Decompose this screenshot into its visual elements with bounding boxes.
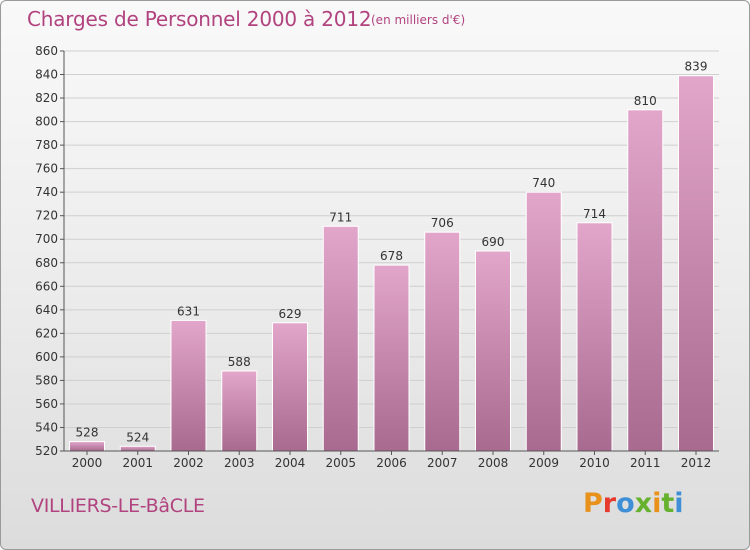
value-label-2012: 839 <box>685 60 708 74</box>
chart-subtitle: (en milliers d'€) <box>371 13 466 27</box>
y-tick-label: 740 <box>35 185 58 199</box>
value-label-2007: 706 <box>431 216 454 230</box>
y-tick-label: 860 <box>35 44 58 58</box>
logo-letter: r <box>602 488 617 519</box>
bar-2012 <box>678 75 714 452</box>
logo-letter: x <box>634 488 653 519</box>
x-axis-ticks: 2000 2001 2002 2003 2004 2005 2006 2007 2008 2009… <box>64 450 719 470</box>
value-label-2003: 588 <box>228 355 251 369</box>
x-tick-label: 2002 <box>173 456 204 470</box>
y-tick-label: 680 <box>35 256 58 270</box>
y-tick-label: 780 <box>35 138 58 152</box>
logo-letter: P <box>583 488 603 519</box>
proxiti-logo: Proxiti <box>583 488 684 519</box>
value-label-2005: 711 <box>329 210 352 224</box>
x-tick-label: 2006 <box>376 456 407 470</box>
bar-2004 <box>272 322 308 452</box>
value-label-2004: 629 <box>279 307 302 321</box>
value-label-2008: 690 <box>482 235 505 249</box>
logo-letter: t <box>661 488 675 519</box>
bar-2002 <box>170 319 207 452</box>
x-tick-label: 2007 <box>427 456 458 470</box>
x-tick-label: 2003 <box>224 456 255 470</box>
y-tick-label: 820 <box>35 91 58 105</box>
value-label-2002: 631 <box>177 304 200 318</box>
y-axis-ticks: 520 540 560 580 600 620 640 660 680 700 720 740 760 7… <box>35 44 65 458</box>
y-tick-label: 700 <box>35 232 58 246</box>
y-tick-label: 600 <box>35 350 58 364</box>
y-tick-label: 840 <box>35 68 58 82</box>
y-tick-label: 800 <box>35 115 58 129</box>
x-tick-label: 2005 <box>325 456 356 470</box>
y-tick-label: 760 <box>35 162 58 176</box>
y-tick-label: 640 <box>35 303 58 317</box>
x-tick-label: 2009 <box>528 456 559 470</box>
x-tick-label: 2012 <box>681 456 712 470</box>
logo-letter: i <box>674 488 684 519</box>
value-label-2001: 524 <box>126 430 149 444</box>
bar-2000 <box>69 441 105 452</box>
value-label-2010: 714 <box>583 207 606 221</box>
bar-2008 <box>475 250 511 452</box>
y-tick-label: 540 <box>35 420 58 434</box>
y-tick-label: 720 <box>35 209 58 223</box>
value-label-2006: 678 <box>380 249 403 263</box>
x-tick-label: 2004 <box>275 456 306 470</box>
bar-2011 <box>627 109 664 452</box>
logo-letter: i <box>652 488 662 519</box>
value-label-2009: 740 <box>532 176 555 190</box>
y-tick-label: 660 <box>35 279 58 293</box>
bar-2010 <box>576 222 613 452</box>
y-tick-label: 520 <box>35 444 58 458</box>
value-label-2011: 810 <box>634 94 657 108</box>
bar-2001 <box>119 445 156 452</box>
logo-letter: o <box>616 488 635 519</box>
y-tick-label: 560 <box>35 397 58 411</box>
commune-name: VILLIERS-LE-BâCLE <box>31 495 205 517</box>
x-tick-label: 2000 <box>72 456 103 470</box>
bar-2003 <box>221 370 258 452</box>
bar-2005 <box>322 225 359 452</box>
bar-2009 <box>525 191 562 452</box>
value-label-2000: 528 <box>76 426 99 440</box>
bars: 528 524 631 588 629 711 678 706 690 740 714 810 839 <box>69 60 714 452</box>
x-tick-label: 2008 <box>478 456 509 470</box>
chart-title: Charges de Personnel 2000 à 2012 <box>27 7 372 31</box>
y-tick-label: 620 <box>35 326 58 340</box>
y-tick-label: 580 <box>35 373 58 387</box>
x-tick-label: 2011 <box>630 456 661 470</box>
bar-2007 <box>424 231 461 452</box>
x-tick-label: 2010 <box>579 456 610 470</box>
x-tick-label: 2001 <box>122 456 153 470</box>
bar-2006 <box>373 264 410 452</box>
